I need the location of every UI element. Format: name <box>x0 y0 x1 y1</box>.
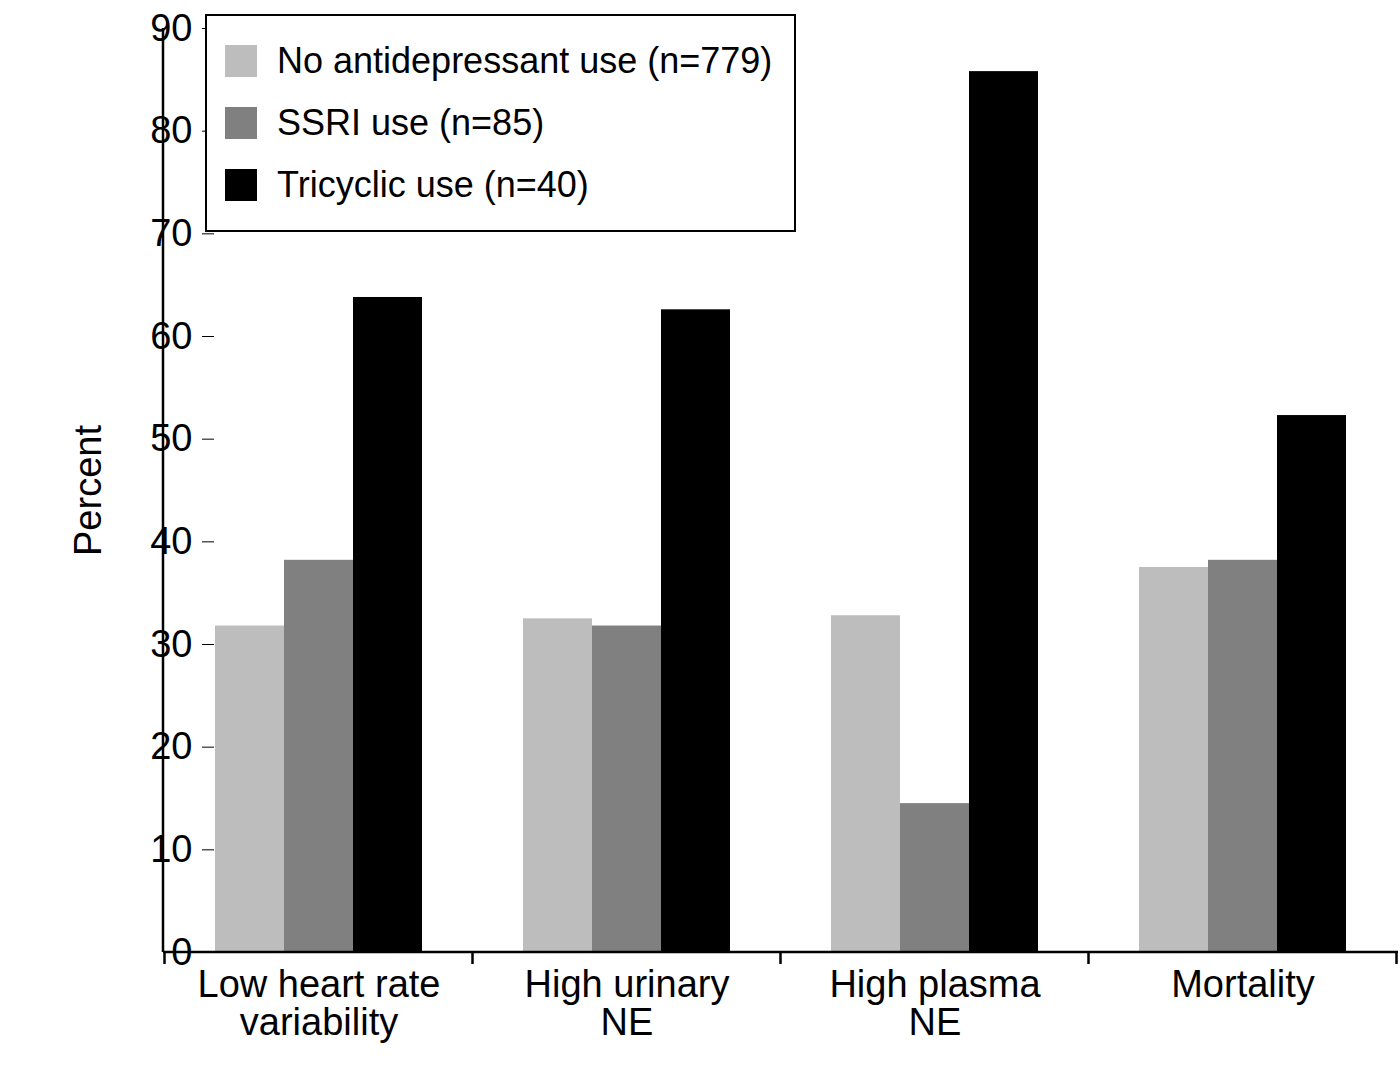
svg-text:20: 20 <box>150 725 192 767</box>
svg-text:30: 30 <box>150 623 192 665</box>
svg-text:0: 0 <box>171 930 193 973</box>
svg-text:40: 40 <box>150 520 192 562</box>
svg-text:80: 80 <box>150 109 192 151</box>
svg-text:Low heart ratevariability: Low heart ratevariability <box>198 963 441 1043</box>
svg-text:90: 90 <box>150 7 192 49</box>
svg-text:High plasmaNE: High plasmaNE <box>829 963 1041 1043</box>
svg-text:Mortality: Mortality <box>1171 963 1315 1005</box>
html-text:Tricyclic use (n=40): Tricyclic use (n=40) <box>277 164 589 205</box>
svg-text:60: 60 <box>150 315 192 357</box>
svg-text:High urinaryNE: High urinaryNE <box>525 963 730 1043</box>
svg-text:50: 50 <box>150 417 192 459</box>
html-text:No antidepressant use (n=779): No antidepressant use (n=779) <box>277 40 773 81</box>
html-text:SSRI use (n=85): SSRI use (n=85) <box>277 102 545 143</box>
svg-text:Percent: Percent <box>67 425 109 556</box>
svg-text:10: 10 <box>150 828 192 870</box>
svg-text:70: 70 <box>150 212 192 254</box>
